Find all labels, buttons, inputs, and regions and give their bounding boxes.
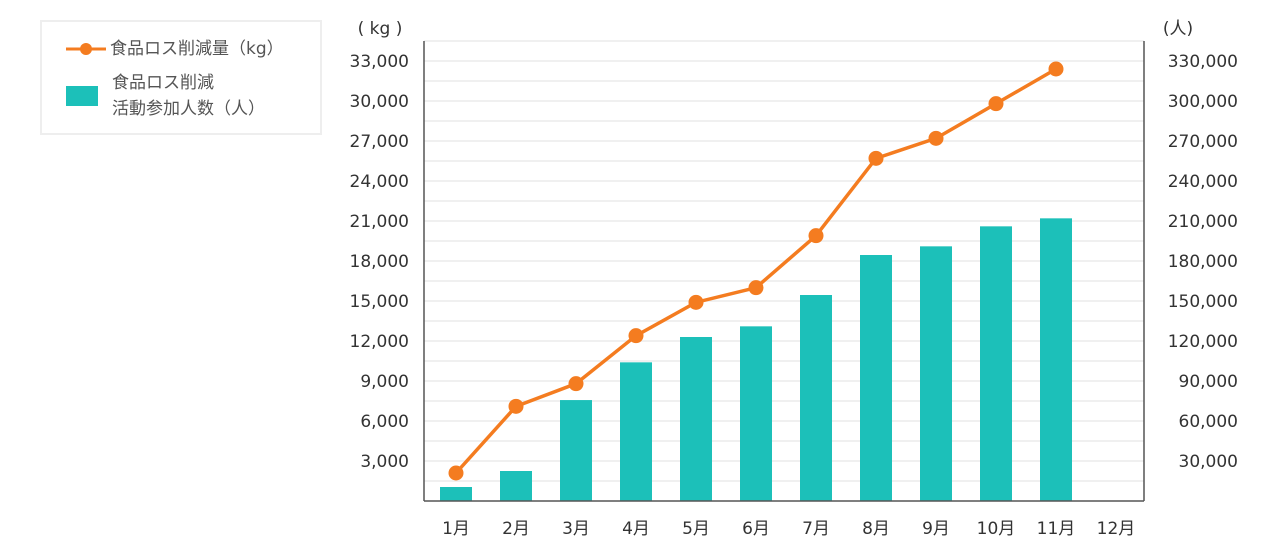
- legend-label: 食品ロス削減量（kg）: [110, 39, 284, 59]
- x-tick-label: 6月: [742, 519, 770, 539]
- bar: [860, 255, 892, 501]
- legend-item-bar: 食品ロス削減活動参加人数（人）: [66, 70, 265, 122]
- line-point: [508, 398, 524, 414]
- x-tick-label: 4月: [622, 519, 650, 539]
- right-tick-label: 300,000: [1168, 92, 1238, 112]
- right-tick-label: 30,000: [1179, 452, 1238, 472]
- bar: [920, 246, 952, 501]
- right-tick-label: 270,000: [1168, 132, 1238, 152]
- line-point: [928, 130, 944, 146]
- left-tick-label: 30,000: [350, 92, 409, 112]
- left-tick-label: 33,000: [350, 52, 409, 72]
- bar: [560, 400, 592, 501]
- right-tick-label: 120,000: [1168, 332, 1238, 352]
- right-tick-label: 240,000: [1168, 172, 1238, 192]
- bar: [620, 362, 652, 501]
- right-tick-label: 180,000: [1168, 252, 1238, 272]
- bar: [740, 326, 772, 501]
- legend-label-line2: 活動参加人数（人）: [112, 99, 265, 119]
- x-tick-label: 5月: [682, 519, 710, 539]
- left-tick-label: 12,000: [350, 332, 409, 352]
- left-tick-label: 15,000: [350, 292, 409, 312]
- left-tick-label: 9,000: [360, 372, 409, 392]
- line-point: [988, 96, 1004, 112]
- right-tick-label: 90,000: [1179, 372, 1238, 392]
- legend-line-marker-icon: [66, 43, 106, 55]
- legend-label-line1: 食品ロス削減: [112, 73, 214, 93]
- x-tick-label: 9月: [922, 519, 950, 539]
- right-tick-label: 150,000: [1168, 292, 1238, 312]
- line-point: [568, 376, 584, 392]
- left-tick-label: 24,000: [350, 172, 409, 192]
- right-tick-label: 210,000: [1168, 212, 1238, 232]
- bar: [1040, 218, 1072, 502]
- right-axis-label: (人): [1163, 19, 1193, 39]
- x-tick-label: 12月: [1097, 519, 1136, 539]
- x-tick-label: 8月: [862, 519, 890, 539]
- x-tick-label: 10月: [977, 519, 1016, 539]
- left-axis-label: ( kg ): [358, 19, 403, 39]
- left-tick-label: 21,000: [350, 212, 409, 232]
- right-tick-label: 330,000: [1168, 52, 1238, 72]
- line-point: [868, 150, 884, 166]
- line-point: [448, 465, 464, 481]
- x-tick-label: 2月: [502, 519, 530, 539]
- line-point: [808, 228, 824, 244]
- line-point: [628, 328, 644, 344]
- legend-bar-swatch-icon: [66, 86, 98, 106]
- x-tick-label: 11月: [1037, 519, 1076, 539]
- bar: [800, 295, 832, 501]
- legend: 食品ロス削減量（kg） 食品ロス削減活動参加人数（人）: [40, 20, 322, 135]
- x-tick-label: 7月: [802, 519, 830, 539]
- right-tick-label: 60,000: [1179, 412, 1238, 432]
- bar: [980, 226, 1012, 502]
- left-tick-label: 6,000: [360, 412, 409, 432]
- legend-item-line: 食品ロス削減量（kg）: [66, 36, 284, 62]
- line-point: [688, 294, 704, 310]
- bar: [680, 337, 712, 501]
- x-tick-label: 1月: [442, 519, 470, 539]
- bar: [440, 487, 472, 501]
- x-tick-label: 3月: [562, 519, 590, 539]
- left-tick-label: 3,000: [360, 452, 409, 472]
- left-tick-label: 18,000: [350, 252, 409, 272]
- bar: [500, 471, 532, 501]
- line-point: [1048, 61, 1064, 77]
- line-point: [748, 280, 764, 296]
- legend-label: 食品ロス削減活動参加人数（人）: [112, 70, 265, 122]
- left-tick-label: 27,000: [350, 132, 409, 152]
